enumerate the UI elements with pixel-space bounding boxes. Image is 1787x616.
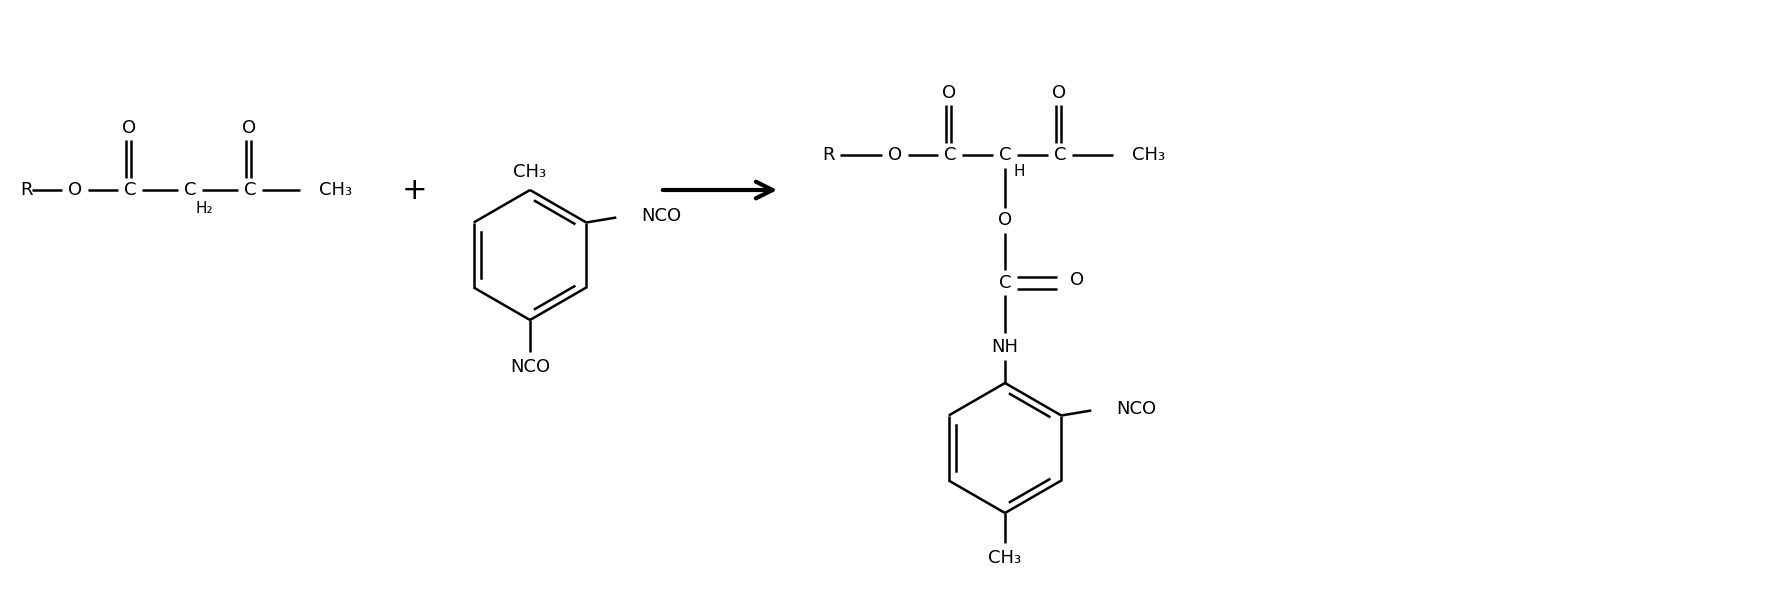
Text: O: O <box>888 146 902 164</box>
Text: NCO: NCO <box>1117 400 1156 418</box>
Text: C: C <box>999 146 1011 164</box>
Text: R: R <box>20 181 32 199</box>
Text: C: C <box>1054 146 1067 164</box>
Text: O: O <box>68 181 82 199</box>
Text: CH₃: CH₃ <box>513 163 547 181</box>
Text: C: C <box>999 274 1011 292</box>
Text: O: O <box>1070 271 1085 289</box>
Text: +: + <box>402 176 427 205</box>
Text: C: C <box>944 146 956 164</box>
Text: O: O <box>997 211 1011 229</box>
Text: CH₃: CH₃ <box>1131 146 1165 164</box>
Text: NCO: NCO <box>642 206 681 224</box>
Text: NH: NH <box>992 338 1019 356</box>
Text: C: C <box>123 181 136 199</box>
Text: C: C <box>243 181 256 199</box>
Text: H₂: H₂ <box>195 200 213 216</box>
Text: R: R <box>822 146 835 164</box>
Text: O: O <box>122 119 136 137</box>
Text: CH₃: CH₃ <box>988 549 1022 567</box>
Text: C: C <box>184 181 197 199</box>
Text: H: H <box>1013 163 1024 179</box>
Text: O: O <box>241 119 256 137</box>
Text: O: O <box>942 84 956 102</box>
Text: O: O <box>1053 84 1067 102</box>
Text: NCO: NCO <box>509 358 550 376</box>
Text: CH₃: CH₃ <box>320 181 352 199</box>
